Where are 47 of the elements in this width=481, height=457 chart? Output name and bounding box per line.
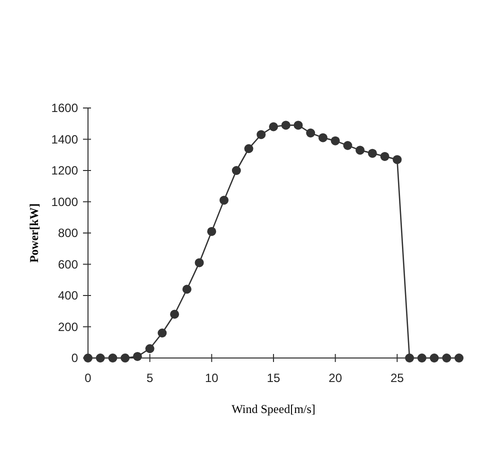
y-tick-label: 600 [58,257,78,272]
y-tick-label: 1400 [51,132,78,146]
point [405,354,414,362]
point [392,155,402,164]
point [220,196,229,205]
x-tick-label: 15 [266,371,280,385]
point [145,344,154,354]
point [368,148,377,158]
point [194,258,204,268]
y-tick-label: 200 [58,320,78,334]
point [170,310,180,319]
point [207,226,216,236]
point [356,146,365,155]
point [430,354,439,362]
point [232,166,241,175]
point [294,120,303,130]
point [417,354,426,362]
point [269,122,278,132]
point [454,354,464,362]
point [330,136,340,146]
y-tick-label: 0 [71,351,78,366]
y-tick-label: 1000 [51,194,78,209]
point [158,328,167,338]
x-axis-title: Wind Speed[m/s] [232,402,316,416]
x-tick-label: 0 [84,371,92,385]
point [442,354,452,362]
point [96,354,105,362]
x-tick-label: 25 [390,371,404,385]
x-tick-label: 20 [328,371,342,385]
point [281,120,290,130]
y-tick-label: 400 [58,288,78,303]
point [182,284,192,294]
point [120,354,130,362]
x-tick-label: 5 [146,371,154,385]
point [306,128,316,138]
y-tick-label: 1200 [51,164,78,178]
point [318,133,328,142]
point [108,354,118,362]
point [256,130,266,140]
point [380,152,390,161]
y-tick-label: 1600 [51,101,78,116]
point [132,352,142,361]
point [244,144,254,154]
x-tick-label: 10 [204,371,219,385]
y-axis-title: Power[kW] [27,203,41,263]
y-tick-label: 800 [58,226,78,240]
point [343,141,352,150]
